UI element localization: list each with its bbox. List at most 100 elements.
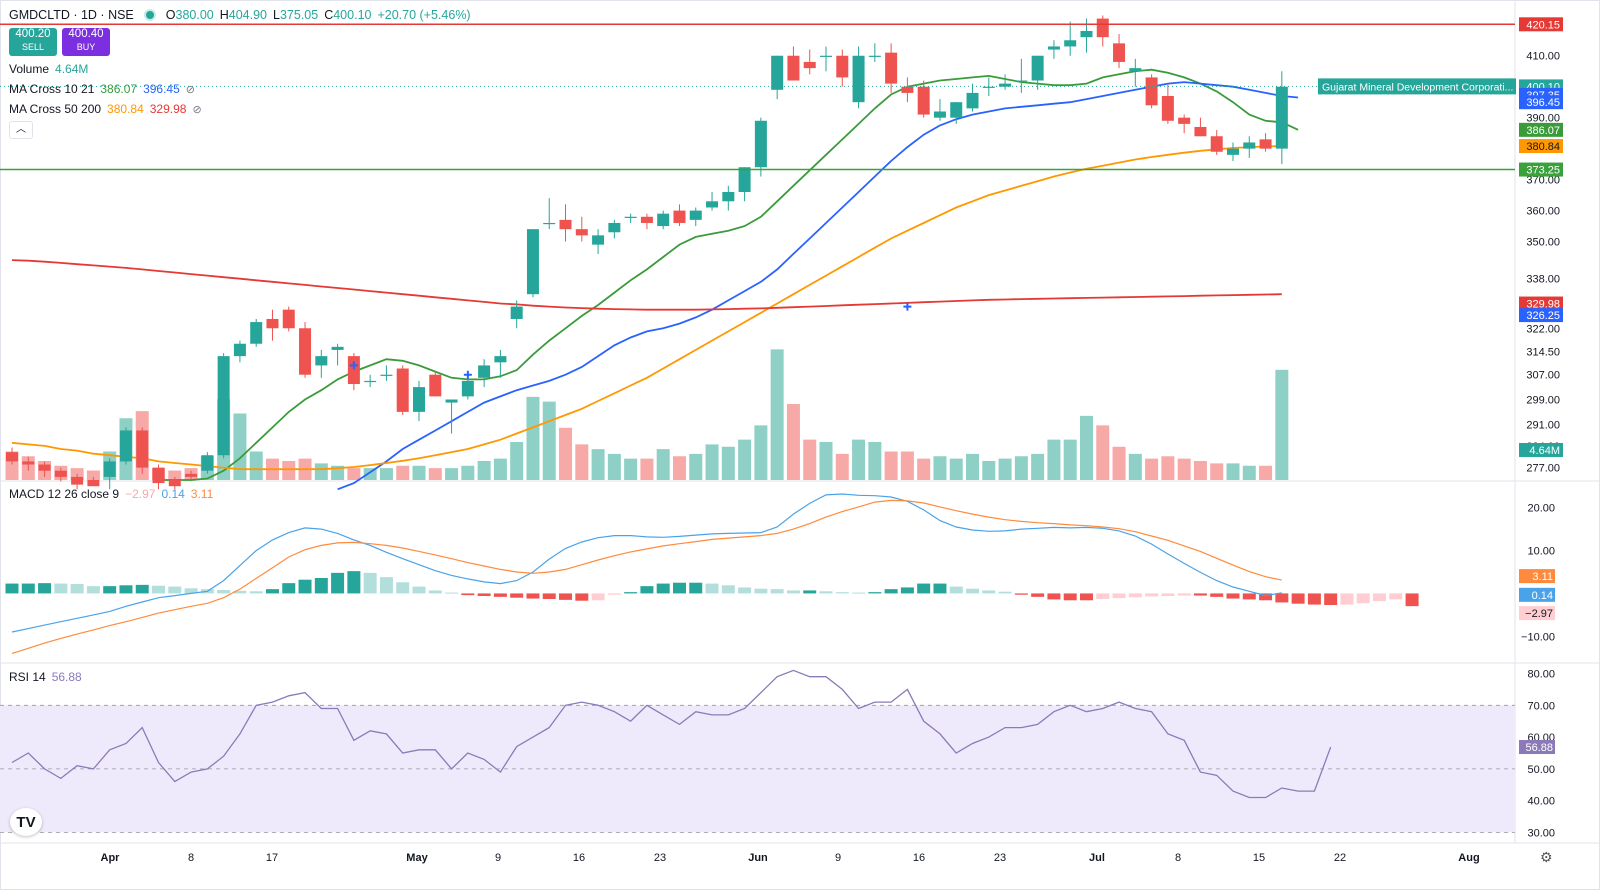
volume-bar: [949, 458, 963, 480]
ohlc-high: H404.90: [219, 8, 268, 22]
candle-body: [445, 399, 458, 403]
candle-body: [299, 328, 312, 375]
macd-histogram-bar: [477, 593, 491, 596]
macd-histogram-bar: [754, 588, 768, 594]
macd-histogram-bar: [1096, 593, 1110, 599]
volume-bar: [624, 458, 638, 480]
macd-histogram-bar: [1079, 593, 1093, 601]
eye-slash-icon[interactable]: ⊘: [185, 83, 195, 96]
candle-body: [820, 55, 832, 57]
ma-line-ma-21: [337, 81, 1299, 491]
macd-histogram-bar: [656, 583, 670, 594]
eye-slash-icon[interactable]: ⊘: [192, 103, 202, 116]
rsi-axis-tick: 30.00: [1527, 827, 1555, 839]
macd-histogram-bar: [803, 590, 817, 594]
volume-bar: [672, 456, 686, 480]
legend-macd[interactable]: MACD 12 26 close 9 −2.97 0.14 3.11: [9, 487, 214, 501]
ma-line-ma-50: [11, 145, 1282, 471]
volume-bar: [933, 456, 947, 480]
volume-bar: [1047, 439, 1061, 480]
macd-histogram-bar: [135, 584, 149, 594]
candle-body: [771, 55, 784, 90]
candle-body: [461, 380, 474, 397]
chevron-up-icon[interactable]: ︿: [9, 121, 33, 139]
price-axis-label: [1519, 122, 1563, 137]
macd-histogram-bar: [396, 582, 410, 594]
candle-body: [331, 346, 344, 350]
volume-bar: [721, 446, 735, 480]
candle-body: [38, 464, 51, 471]
candle-body: [87, 480, 100, 487]
volume-bar: [738, 439, 752, 480]
sell-button[interactable]: 400.20 SELL: [9, 28, 57, 56]
candle-body: [347, 356, 360, 384]
volume-bar: [803, 439, 817, 480]
ma-cross-marker: [463, 370, 472, 379]
price-axis-tick: 390.00: [1526, 113, 1560, 125]
macd-histogram-bar: [363, 572, 377, 594]
price-axis-tick: 370.00: [1526, 175, 1560, 187]
volume-bar: [1079, 415, 1093, 480]
volume-bar: [331, 465, 345, 480]
volume-bar: [1226, 463, 1240, 480]
volume-bar: [542, 401, 556, 480]
macd-histogram-bar: [900, 587, 914, 594]
volume-bar: [705, 444, 719, 480]
macd-histogram-bar: [1275, 593, 1289, 603]
candle-body: [413, 387, 425, 412]
macd-histogram-bar: [347, 571, 361, 594]
volume-bar: [982, 461, 996, 480]
volume-bar: [1096, 425, 1110, 480]
candle-body: [1031, 55, 1044, 81]
volume-bar: [1161, 456, 1175, 480]
macd-histogram-bar: [786, 590, 800, 594]
candle-body: [233, 343, 246, 357]
candle-body: [1243, 142, 1256, 149]
buy-button[interactable]: 400.40 BUY: [62, 28, 110, 56]
rsi-axis-tick: 50.00: [1527, 764, 1555, 776]
symbol-title[interactable]: GMDCLTD · 1D · NSE: [9, 8, 134, 22]
volume-bar: [917, 458, 931, 480]
macd-histogram-bar: [966, 588, 980, 594]
time-axis-tick: Aug: [1458, 852, 1479, 864]
legend-ma-cross-50-200[interactable]: MA Cross 50 200 380.84 329.98 ⊘: [9, 102, 202, 116]
macd-histogram-bar: [412, 586, 426, 594]
candle-body: [754, 120, 767, 168]
price-axis-label-text: 380.84: [1526, 141, 1560, 153]
rsi-axis-label: [1519, 740, 1555, 755]
volume-bar: [477, 461, 491, 480]
macd-histogram-bar: [721, 585, 735, 594]
volume-bar: [526, 396, 540, 480]
time-axis-tick: Apr: [101, 852, 121, 864]
candle-body: [54, 470, 67, 477]
macd-histogram-bar: [607, 593, 621, 595]
candle-body: [575, 229, 588, 236]
candle-body: [380, 374, 393, 376]
ma-line-ma-10: [158, 68, 1299, 481]
candle-body: [136, 430, 149, 468]
macd-axis-label: [1519, 569, 1555, 584]
macd-histogram-bar: [1291, 593, 1305, 604]
volume-bar: [819, 442, 833, 480]
candle-body: [592, 235, 605, 245]
volume-bar: [379, 468, 393, 480]
price-axis-tick: 360.00: [1526, 206, 1560, 218]
candle-body: [657, 213, 670, 227]
candle-body: [1259, 139, 1272, 149]
macd-histogram-bar: [705, 583, 719, 594]
tradingview-logo[interactable]: TV: [10, 808, 42, 836]
candle-body: [803, 61, 816, 69]
candle-body: [201, 455, 214, 471]
legend-ma-cross-10-21[interactable]: MA Cross 10 21 386.07 396.45 ⊘: [9, 82, 195, 96]
candle-body: [722, 192, 735, 202]
candle-body: [494, 356, 507, 363]
ma-line-ma-200: [11, 259, 1282, 311]
legend-rsi[interactable]: RSI 14 56.88: [9, 670, 82, 684]
macd-histogram-bar: [982, 590, 996, 594]
macd-histogram-bar: [949, 586, 963, 594]
candle-body: [673, 210, 686, 223]
gear-icon[interactable]: ⚙: [1540, 849, 1553, 865]
legend-volume[interactable]: Volume 4.64M: [9, 62, 89, 76]
macd-histogram-bar: [184, 588, 198, 594]
